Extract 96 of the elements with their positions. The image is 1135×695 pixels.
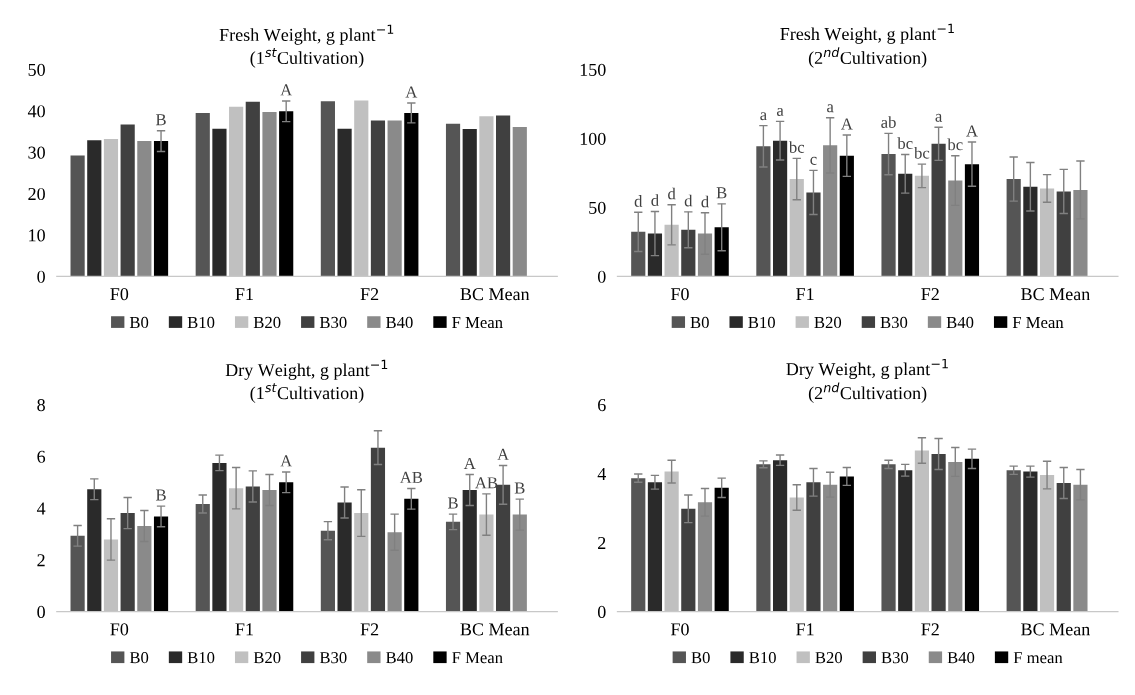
data-label: A — [497, 448, 509, 460]
data-label: AB — [475, 477, 498, 489]
x-tick-label: F2 — [921, 288, 939, 301]
chart-subtitle: (2$^{nd}$Cultivation) — [808, 382, 927, 403]
x-tick-label: F2 — [360, 623, 379, 636]
chart-title: Fresh Weight, g plant$^{−1}$ — [780, 23, 954, 44]
x-tick-label: BC Mean — [460, 623, 530, 636]
data-label: d — [684, 194, 693, 207]
data-label: bc — [788, 141, 805, 153]
data-label: a — [827, 104, 834, 113]
legend-label: F mean — [1013, 652, 1063, 664]
data-label: d — [668, 187, 676, 200]
legend-label: B10 — [187, 316, 215, 329]
x-tick-label: F1 — [796, 623, 814, 636]
data-label: a — [760, 112, 767, 121]
y-tick-label: 0 — [37, 270, 45, 283]
data-label: B — [155, 489, 166, 501]
legend-label: B30 — [319, 652, 347, 664]
data-label: B — [716, 187, 727, 199]
y-tick-label: 50 — [28, 63, 45, 76]
y-tick-label: 0 — [597, 605, 606, 619]
y-tick-label: 150 — [580, 63, 606, 76]
data-label: c — [810, 156, 817, 165]
x-tick-label: F1 — [235, 288, 253, 301]
x-tick-label: F0 — [110, 623, 129, 636]
data-label: A — [405, 86, 418, 98]
data-label: d — [634, 195, 643, 207]
y-tick-label: 100 — [580, 132, 606, 145]
data-label: B — [447, 497, 458, 509]
chart-subtitle: (1$^{st}$Cultivation) — [250, 383, 364, 403]
y-tick-label: 50 — [589, 201, 606, 214]
y-tick-label: 10 — [29, 229, 45, 242]
legend-label: B10 — [749, 652, 776, 664]
y-tick-label: 20 — [28, 187, 45, 201]
x-tick-label: F2 — [921, 623, 939, 636]
y-tick-label: 6 — [598, 399, 606, 412]
chart-subtitle: (2$^{nd}$Cultivation) — [808, 47, 927, 68]
legend-label: B10 — [748, 316, 775, 329]
legend-label: B40 — [386, 316, 413, 329]
legend-label: B20 — [814, 316, 842, 329]
data-label: A — [280, 84, 293, 96]
legend-label: B30 — [319, 316, 347, 329]
data-label: A — [966, 125, 978, 137]
data-label: bc — [914, 146, 930, 159]
data-label: A — [280, 455, 293, 467]
x-tick-label: BC Mean — [460, 288, 530, 301]
chart-title: Dry Weight, g plant$^{−1}$ — [786, 358, 948, 379]
y-tick-label: 0 — [37, 605, 45, 619]
legend-label: F Mean — [452, 652, 503, 664]
legend-label: B40 — [946, 316, 974, 329]
legend-label: F Mean — [452, 316, 503, 329]
data-label: d — [701, 195, 709, 208]
x-tick-label: F0 — [670, 623, 689, 636]
x-tick-label: F0 — [110, 288, 129, 301]
x-tick-label: F2 — [360, 288, 379, 301]
x-tick-label: F0 — [670, 288, 689, 301]
legend-label: B0 — [129, 316, 149, 329]
data-label: AB — [399, 471, 423, 483]
legend-label: B0 — [690, 316, 709, 329]
y-tick-label: 2 — [598, 536, 606, 549]
data-label: bc — [947, 138, 963, 151]
legend-label: B20 — [815, 652, 843, 664]
y-tick-label: 4 — [597, 468, 606, 480]
data-label: ab — [881, 116, 896, 128]
y-tick-label: 6 — [37, 450, 46, 463]
data-label: bc — [897, 137, 913, 150]
data-label: A — [463, 457, 476, 469]
chart-title: Dry Weight, g plant$^{−1}$ — [225, 359, 388, 380]
legend-label: B0 — [129, 652, 149, 664]
data-label: d — [651, 194, 659, 206]
chart-subtitle: (1$^{st}$Cultivation) — [250, 48, 364, 68]
legend-label: B0 — [691, 652, 710, 664]
legend-label: B20 — [253, 652, 281, 664]
y-tick-label: 30 — [28, 146, 45, 159]
x-tick-label: BC Mean — [1021, 623, 1090, 636]
legend-label: B30 — [880, 316, 908, 329]
y-tick-label: 4 — [36, 502, 46, 515]
y-tick-label: 0 — [597, 270, 606, 283]
data-label: A — [840, 118, 853, 130]
y-tick-label: 2 — [37, 554, 45, 567]
data-label: B — [155, 114, 166, 126]
x-tick-label: BC Mean — [1021, 288, 1090, 301]
legend-label: F Mean — [1012, 316, 1064, 329]
data-label: a — [776, 107, 784, 116]
y-tick-label: 8 — [37, 398, 45, 412]
x-tick-label: F1 — [235, 623, 253, 636]
legend-label: B30 — [881, 652, 909, 664]
legend-label: B40 — [947, 652, 975, 664]
legend-label: B10 — [187, 652, 215, 664]
data-label: a — [935, 113, 943, 122]
legend-label: B20 — [253, 316, 281, 329]
chart-title: Fresh Weight, g plant$^{−1}$ — [219, 24, 394, 45]
data-label: B — [514, 482, 525, 494]
y-tick-label: 40 — [27, 105, 45, 118]
x-tick-label: F1 — [796, 288, 814, 301]
legend-label: B40 — [386, 652, 413, 664]
